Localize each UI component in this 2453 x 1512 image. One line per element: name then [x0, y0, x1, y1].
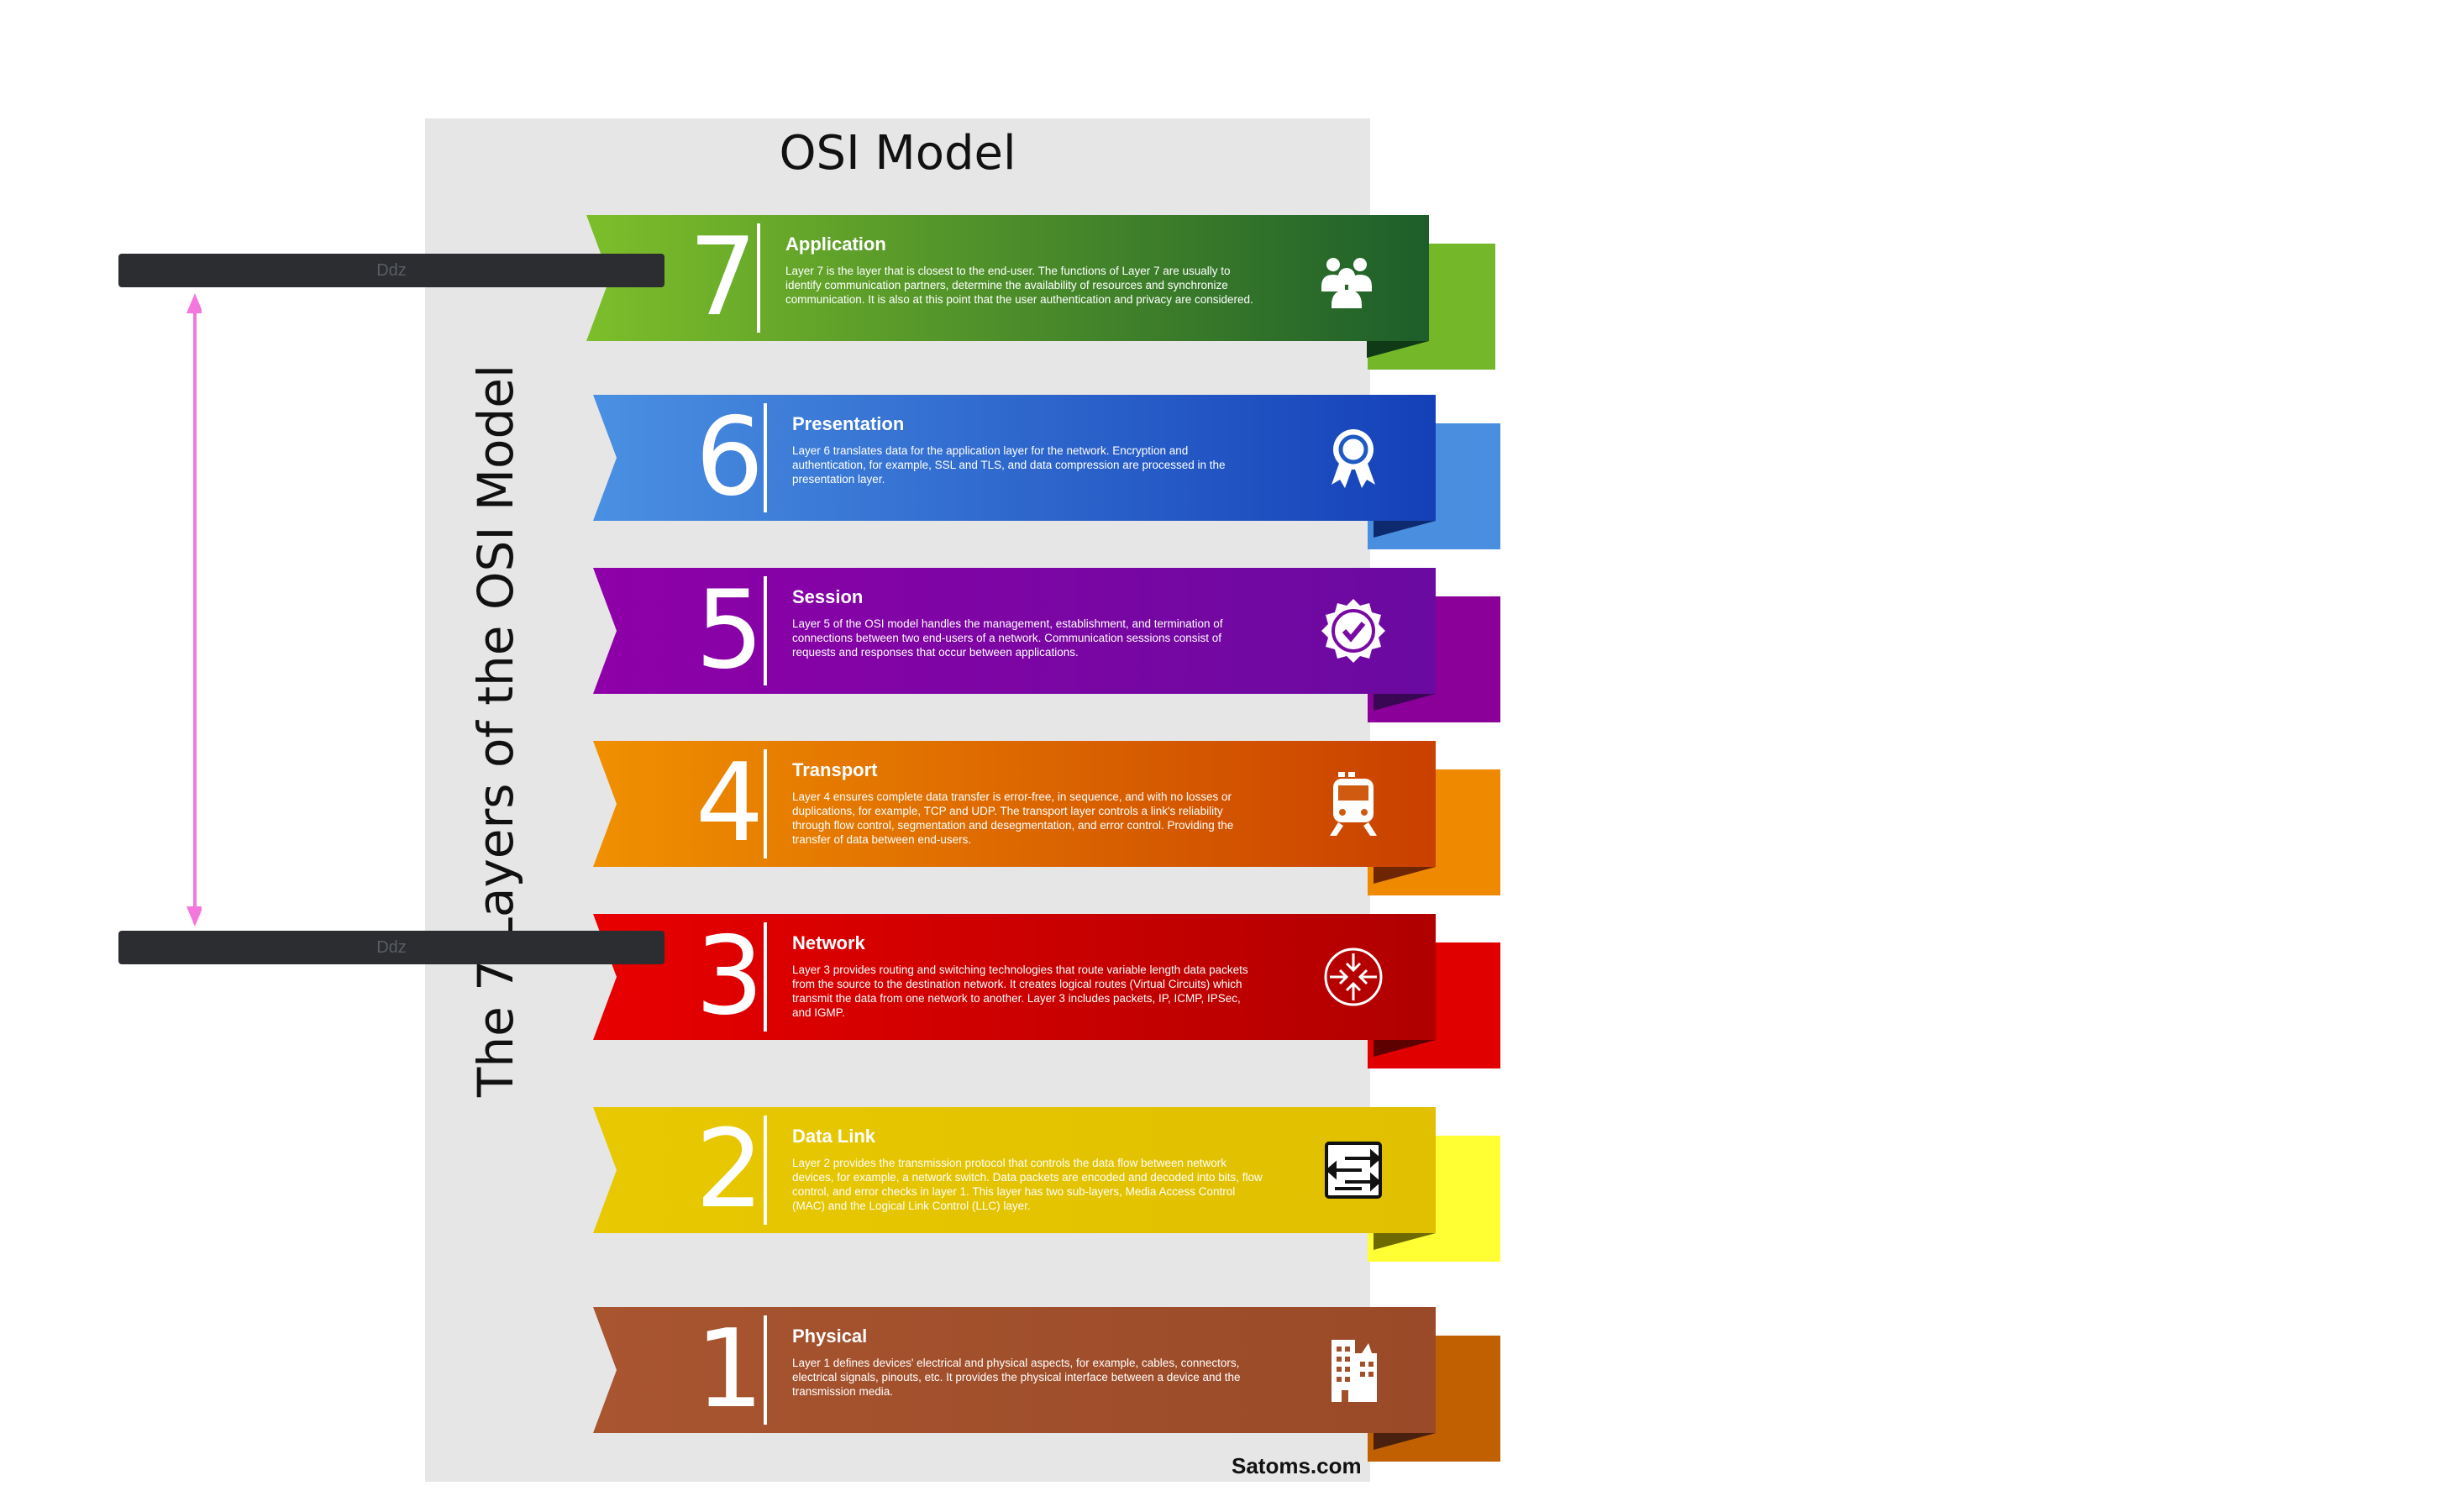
overlay-bar-bottom-label: Ddz: [376, 938, 407, 957]
layer-name: Session: [792, 586, 864, 607]
layer-3: 3 Network Layer 3 provides routing and swi…: [593, 914, 1500, 1068]
layer-divider: [764, 922, 767, 1032]
layer-7: 7 Application Layer 7 is the layer that is…: [586, 215, 1495, 370]
overlay-bar-top-label: Ddz: [376, 261, 407, 280]
layer-description: Layer 6 translates data for the applicat…: [792, 444, 1226, 486]
layer-name: Transport: [792, 759, 878, 780]
layer-description: Layer 4 ensures complete data transfer i…: [792, 790, 1234, 846]
layer-number: 1: [695, 1307, 764, 1432]
layer-number: 6: [695, 395, 764, 520]
layer-description: Layer 7 is the layer that is closest to …: [785, 265, 1253, 306]
layer-divider: [757, 223, 760, 333]
layer-divider: [764, 1315, 767, 1425]
layer-5: 5 Session Layer 5 of the OSI model handles…: [593, 568, 1500, 722]
layer-ribbon: 5 Session Layer 5 of the OSI model handles…: [593, 568, 1436, 694]
layer-description: Layer 5 of the OSI model handles the man…: [792, 617, 1223, 659]
layer-name: Data Link: [792, 1126, 876, 1147]
building-icon: [1320, 1336, 1387, 1404]
layer-description: Layer 2 provides the transmission protoc…: [792, 1157, 1263, 1212]
layer-divider: [764, 1116, 767, 1225]
layer-divider: [764, 576, 767, 685]
verified-badge-icon: [1320, 597, 1387, 664]
credit-text: Satoms.com: [1232, 1453, 1362, 1478]
layer-divider: [764, 403, 767, 512]
layer-name: Network: [792, 932, 865, 953]
page-title: OSI Model: [779, 126, 1016, 181]
layer-1: 1 Physical Layer 1 defines devices' electr…: [593, 1307, 1500, 1462]
layer-ribbon: 6 Presentation Layer 6 translates data for…: [593, 395, 1436, 521]
overlay-bar-bottom[interactable]: Ddz: [118, 931, 664, 964]
users-icon: [1313, 244, 1380, 312]
train-icon: [1320, 770, 1387, 837]
layer-name: Presentation: [792, 413, 905, 434]
layer-description: Layer 3 provides routing and switching t…: [792, 963, 1248, 1019]
layer-number: 2: [695, 1107, 764, 1232]
layer-description: Layer 1 defines devices' electrical and …: [792, 1357, 1241, 1398]
layer-6: 6 Presentation Layer 6 translates data for…: [593, 395, 1500, 549]
layer-ribbon: 2 Data Link Layer 2 provides the transmiss…: [593, 1107, 1436, 1233]
layer-name: Physical: [792, 1326, 868, 1347]
layer-number: 7: [688, 215, 758, 340]
layer-4: 4 Transport Layer 4 ensures complete data …: [593, 741, 1500, 895]
overlay-bar-top[interactable]: Ddz: [118, 254, 664, 287]
layer-number: 5: [695, 568, 764, 693]
layer-number: 3: [695, 914, 764, 1039]
layer-number: 4: [695, 741, 764, 866]
layer-ribbon: 3 Network Layer 3 provides routing and swi…: [593, 914, 1436, 1040]
vertical-double-arrow: [186, 293, 202, 927]
award-ribbon-icon: [1320, 424, 1387, 491]
layer-divider: [764, 749, 767, 858]
layer-name: Application: [785, 234, 886, 255]
router-icon: [1320, 943, 1387, 1011]
layer-ribbon: 4 Transport Layer 4 ensures complete data …: [593, 741, 1436, 867]
layer-2: 2 Data Link Layer 2 provides the transmiss…: [593, 1107, 1500, 1262]
network-switch-icon: [1320, 1137, 1387, 1204]
vertical-title-text: The 7 Layers of the OSI Model: [467, 364, 524, 1098]
layer-ribbon: 7 Application Layer 7 is the layer that is…: [586, 215, 1429, 341]
layer-ribbon: 1 Physical Layer 1 defines devices' electr…: [593, 1307, 1436, 1433]
